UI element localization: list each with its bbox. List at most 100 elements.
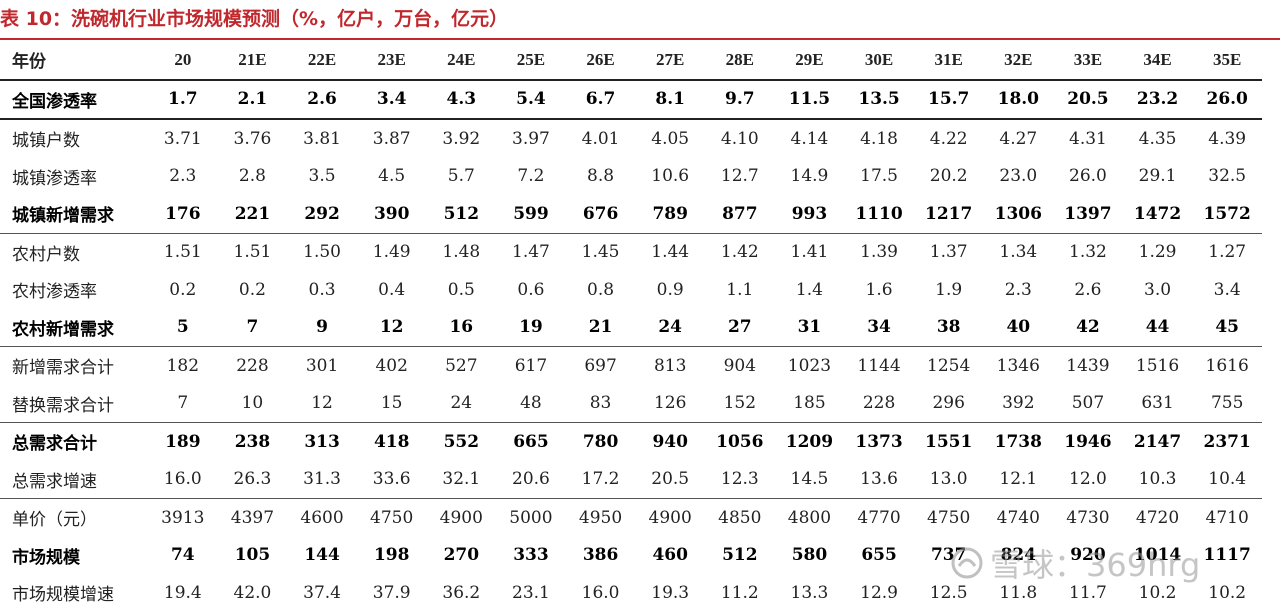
table-row: 单价（元） 3913 4397 4600 4750 4900 5000 4950 4900 485… — [0, 499, 1262, 537]
table-cell: 5.7 — [447, 166, 475, 187]
table-cell: 4850 — [718, 507, 762, 528]
table-cell: 13.6 — [844, 460, 914, 499]
table-cell: 4730 — [1066, 507, 1110, 528]
row-label: 农村户数 — [12, 244, 80, 265]
table-cell: 45 — [1192, 308, 1262, 347]
table-cell: 37.4 — [303, 582, 341, 603]
table-row: 总需求合计 189 238 313 418 552 665 780 940 1056 1209 137… — [0, 423, 1262, 461]
table-cell: 0.6 — [517, 279, 545, 300]
table-cell: 228 — [236, 355, 269, 376]
table-cell: 10.2 — [1208, 582, 1247, 603]
table-cell: 27 — [705, 308, 775, 347]
table-cell: 1.49 — [372, 242, 411, 263]
row-label: 总需求增速 — [0, 460, 148, 499]
table-cell: 20.2 — [929, 166, 968, 187]
table-cell: 512 — [426, 195, 497, 234]
table-cell: 1516 — [1135, 355, 1180, 376]
table-cell: 1.42 — [720, 242, 759, 263]
table-cell: 4.5 — [378, 166, 406, 187]
table-cell: 1.29 — [1138, 242, 1177, 263]
table-cell: 20.6 — [496, 460, 566, 499]
table-cell: 1023 — [787, 355, 832, 376]
table-cell: 1.1 — [726, 279, 754, 300]
table-cell: 36.2 — [442, 582, 481, 603]
table-cell: 20.5 — [1053, 79, 1123, 120]
table-cell: 12.9 — [860, 582, 898, 603]
table-cell: 1.6 — [865, 279, 893, 300]
table-cell: 105 — [234, 545, 271, 566]
table-cell: 877 — [705, 195, 775, 234]
year-header: 29E — [774, 41, 845, 81]
table-cell: 8.1 — [635, 79, 705, 120]
table-cell: 9 — [287, 308, 357, 347]
table-cell: 0.9 — [656, 279, 684, 300]
table-cell: 4.05 — [651, 128, 690, 149]
table-cell: 10 — [217, 384, 288, 423]
table-cell: 3.97 — [512, 128, 550, 149]
row-label: 全国渗透率 — [0, 79, 148, 120]
table-cell: 11.8 — [999, 582, 1038, 603]
table-cell: 3913 — [161, 507, 205, 528]
year-header: 25E — [496, 41, 566, 81]
table-cell: 507 — [1053, 384, 1123, 423]
table-cell: 580 — [791, 545, 828, 566]
table-cell: 1.51 — [233, 242, 272, 263]
table-cell: 13.0 — [913, 460, 984, 499]
year-header: 21E — [217, 41, 288, 81]
table-cell: 940 — [652, 431, 688, 452]
table-row: 市场规模增速 19.4 42.0 37.4 37.9 36.2 23.1 16.0 19.3 11… — [0, 574, 1262, 612]
table-title: 表 10：洗碗机行业市场规模预测（%，亿户，万台，亿元） — [0, 8, 509, 30]
table-cell: 1056 — [716, 431, 764, 452]
table-cell: 3.92 — [442, 128, 481, 149]
table-cell: 9.7 — [705, 79, 775, 120]
table-cell: 0.2 — [169, 279, 197, 300]
year-header: 27E — [635, 41, 705, 81]
table-cell: 11.7 — [1069, 582, 1107, 603]
table-cell: 2.1 — [217, 79, 288, 120]
table-cell: 4.10 — [720, 128, 759, 149]
row-label: 城镇新增需求 — [0, 195, 148, 234]
table-cell: 44 — [1122, 308, 1193, 347]
table-cell: 631 — [1122, 384, 1193, 423]
table-cell: 1110 — [844, 195, 914, 234]
table-cell: 10.4 — [1192, 460, 1262, 499]
header-label: 年份 — [0, 41, 148, 81]
table-cell: 83 — [565, 384, 636, 423]
table-cell: 8.8 — [587, 166, 615, 187]
table-cell: 4600 — [300, 507, 344, 528]
year-header: 31E — [913, 41, 984, 81]
table-cell: 1.7 — [148, 79, 218, 120]
title-rule — [0, 38, 1280, 40]
table-cell: 189 — [165, 431, 201, 452]
table-cell: 4.22 — [929, 128, 968, 149]
table-cell: 15 — [356, 384, 427, 423]
row-label: 农村渗透率 — [12, 282, 97, 303]
table-cell: 0.2 — [238, 279, 266, 300]
table-cell: 3.5 — [308, 166, 336, 187]
table-cell: 3.4 — [356, 79, 427, 120]
table-cell: 512 — [722, 545, 758, 566]
table-cell: 12 — [287, 384, 357, 423]
year-header: 30E — [844, 41, 914, 81]
table-cell: 1.51 — [163, 242, 202, 263]
table-cell: 12.5 — [929, 582, 968, 603]
year-header: 34E — [1122, 41, 1193, 81]
table-cell: 26.3 — [217, 460, 288, 499]
table-cell: 4397 — [230, 507, 275, 528]
table-cell: 665 — [513, 431, 549, 452]
table-cell: 1.50 — [303, 242, 341, 263]
table-cell: 12 — [356, 308, 427, 347]
table-cell: 1472 — [1122, 195, 1193, 234]
year-header: 20 — [148, 41, 218, 81]
table-cell: 144 — [304, 545, 340, 566]
table-cell: 7 — [148, 384, 218, 423]
table-cell: 17.2 — [565, 460, 636, 499]
table-cell: 1.41 — [790, 242, 829, 263]
table-cell: 4950 — [578, 507, 623, 528]
table-cell: 12.3 — [705, 460, 775, 499]
table-cell: 228 — [844, 384, 914, 423]
table-cell: 0.3 — [308, 279, 336, 300]
table-cell: 152 — [705, 384, 775, 423]
table-cell: 23.0 — [999, 166, 1038, 187]
table-cell: 1.27 — [1208, 242, 1247, 263]
